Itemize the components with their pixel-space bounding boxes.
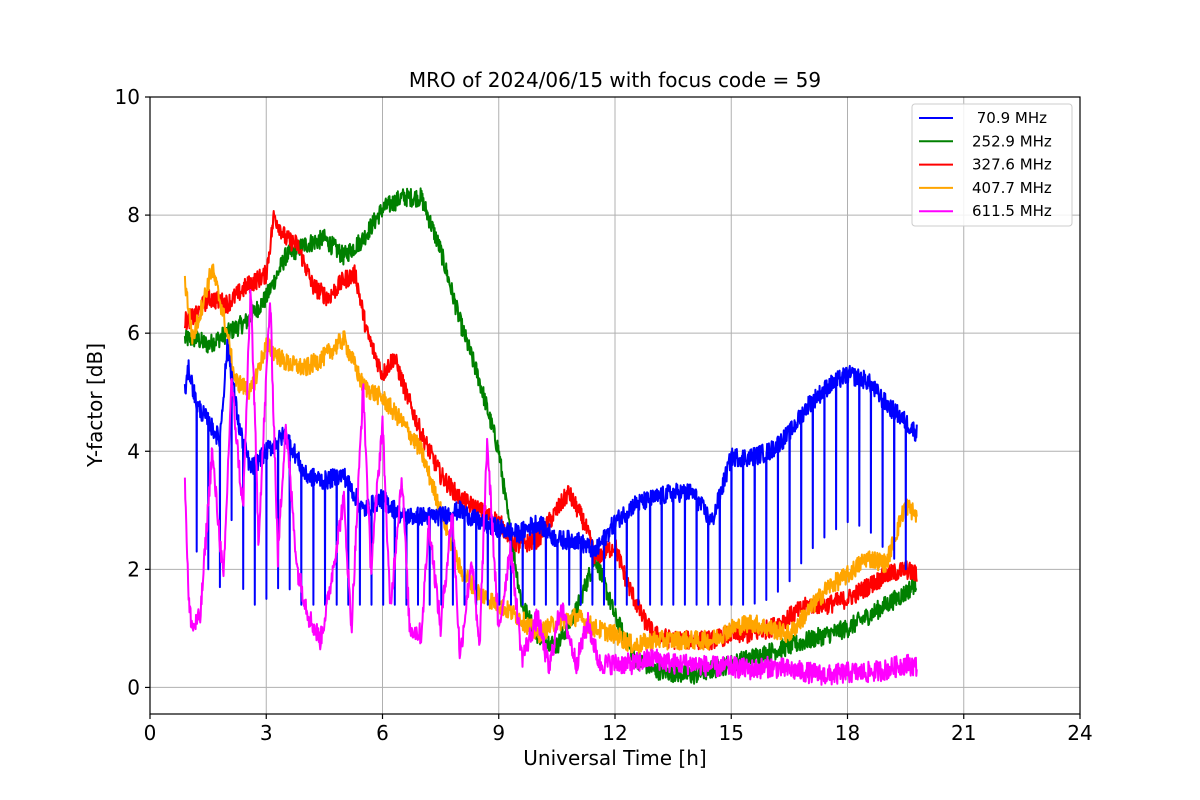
y-tick-label: 10 bbox=[115, 85, 140, 109]
series-group bbox=[183, 187, 918, 686]
x-tick-label: 21 bbox=[951, 721, 976, 745]
series-line-4 bbox=[183, 289, 918, 686]
x-tick-label: 15 bbox=[719, 721, 744, 745]
legend-label: 70.9 MHz bbox=[972, 109, 1047, 127]
series-line-0 bbox=[183, 338, 918, 606]
series-line-1 bbox=[183, 187, 918, 685]
y-tick-label: 4 bbox=[127, 439, 140, 463]
y-tick-label: 6 bbox=[127, 321, 140, 345]
legend-label: 611.5 MHz bbox=[972, 202, 1052, 220]
x-axis-label: Universal Time [h] bbox=[523, 746, 706, 770]
legend-label: 407.7 MHz bbox=[972, 179, 1052, 197]
y-tick-label: 2 bbox=[127, 557, 140, 581]
x-tick-label: 3 bbox=[260, 721, 273, 745]
chart-title: MRO of 2024/06/15 with focus code = 59 bbox=[409, 68, 821, 92]
y-tick-label: 8 bbox=[127, 203, 140, 227]
legend-label: 252.9 MHz bbox=[972, 132, 1052, 150]
x-tick-label: 24 bbox=[1067, 721, 1092, 745]
y-axis-label: Y-factor [dB] bbox=[83, 343, 107, 468]
legend-box bbox=[911, 103, 1073, 227]
x-tick-label: 18 bbox=[835, 721, 860, 745]
legend: 70.9 MHz 252.9 MHz 327.6 MHz 407.7 MHz 611.5… bbox=[911, 103, 1073, 227]
y-tick-label: 0 bbox=[127, 675, 140, 699]
x-tick-label: 12 bbox=[602, 721, 627, 745]
x-tick-label: 6 bbox=[376, 721, 389, 745]
legend-label: 327.6 MHz bbox=[972, 156, 1052, 174]
series-line-2 bbox=[183, 210, 918, 651]
series-line-3 bbox=[183, 263, 918, 654]
x-tick-label: 0 bbox=[144, 721, 157, 745]
x-tick-label: 9 bbox=[492, 721, 505, 745]
